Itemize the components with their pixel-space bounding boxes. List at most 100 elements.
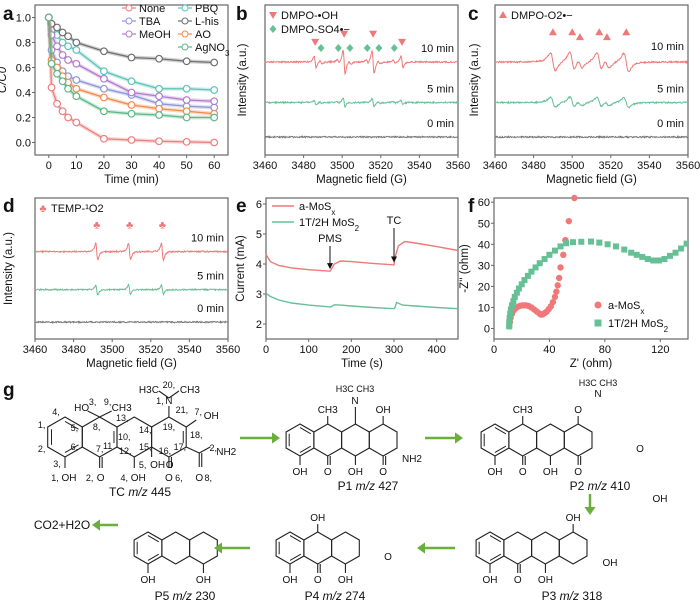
data-point (506, 314, 513, 321)
data-point (506, 319, 513, 326)
panel-letter-f: f (468, 196, 475, 217)
diamond-marker (346, 44, 354, 52)
data-point (596, 239, 603, 246)
x-axis-label: Magnetic field (G) (316, 174, 407, 186)
data-point (604, 241, 611, 248)
data-point (210, 103, 219, 112)
arrowhead (584, 507, 596, 515)
arrowhead (391, 256, 397, 263)
data-point (100, 93, 108, 102)
trace-label: 10 min (651, 41, 684, 53)
tc-atom-number: 18, (190, 430, 203, 440)
data-point (53, 42, 61, 51)
data-point (541, 256, 548, 263)
data-point (53, 99, 61, 108)
data-point (639, 253, 646, 260)
epr-trace-10-min (264, 49, 458, 76)
substituent-label: O (519, 467, 527, 478)
tc-group-label: NH2 (216, 447, 236, 458)
ring (563, 423, 593, 457)
tc-atom-number: 12, (119, 446, 132, 456)
legend-marker (125, 17, 133, 25)
substituent-label: O (574, 405, 582, 416)
ring (558, 531, 588, 565)
data-point (64, 113, 72, 122)
data-point (511, 293, 518, 300)
data-point (64, 32, 72, 41)
y-tick-label: 0.0 (16, 138, 31, 150)
data-point (210, 113, 219, 122)
data-point (210, 86, 219, 94)
y-tick-label: 6 (256, 199, 262, 211)
ring (189, 531, 218, 565)
x-tick-label: 100 (299, 344, 317, 356)
data-point (47, 59, 56, 68)
bond (186, 446, 200, 454)
annotation-PMS: PMS (318, 233, 342, 245)
bond (87, 410, 100, 418)
y-axis-label: Intensity (a.u.) (469, 43, 481, 116)
x-tick-label: 3520 (599, 160, 623, 172)
triangle-marker (595, 28, 604, 36)
ring (480, 423, 510, 457)
substituent-label: OH (293, 467, 308, 478)
bond (99, 410, 112, 418)
diamond-marker (334, 44, 342, 52)
data-point (127, 88, 136, 97)
double-bond (289, 535, 302, 543)
y-tick-label: 0.8 (16, 38, 31, 50)
bond (198, 446, 211, 454)
tc-group-label: CH3 (112, 403, 132, 414)
double-bond (64, 444, 79, 454)
legend-marker (125, 4, 133, 12)
epr-trace-10-min (494, 50, 689, 73)
data-point (555, 274, 563, 282)
data-point (571, 194, 578, 202)
tc-group-label: HO (74, 403, 89, 414)
x-tick-label: 40 (543, 344, 555, 356)
y-axis-label: Current (mA) (235, 235, 247, 302)
panel-a: 0 10 20 30 40 50 60 0.0 0.2 0.4 0.6 0.8 1.0 Time (min… (0, 3, 230, 186)
compound-label-P1: P1 m/z 427 (338, 479, 399, 493)
data-point (72, 92, 81, 101)
data-point (536, 260, 543, 267)
substituent-label: O (514, 575, 522, 586)
atom-label: N (594, 389, 601, 400)
data-point (155, 54, 163, 63)
tc-atom-number: 4, (121, 473, 129, 483)
data-point (100, 134, 108, 143)
legend-label: DMPO-•OH (281, 10, 338, 22)
tc-atom-number: 14, (139, 425, 152, 435)
tc-group-label: O (97, 473, 105, 484)
double-bond (494, 427, 507, 435)
substituent-label: O (379, 467, 387, 478)
x-tick-label: 3540 (637, 160, 661, 172)
legend-label: PBQ (195, 3, 219, 15)
ring (285, 423, 315, 457)
tc-atom-number: 1, (51, 473, 59, 483)
x-axis-label: Time (min) (104, 174, 159, 186)
arrowhead (272, 432, 280, 444)
compound-label-P2: P2 m/z 410 (570, 479, 631, 493)
data-point (182, 84, 191, 93)
y-tick-label: 50 (478, 218, 490, 230)
tc-atom-number: 11 (103, 441, 112, 451)
substituent-label: OH (483, 575, 498, 586)
data-point (100, 107, 108, 116)
tc-atom-number: 17, (174, 442, 187, 452)
data-point (210, 138, 219, 147)
tc-atom-number: 9, (104, 397, 112, 407)
double-bond (489, 535, 502, 543)
inverted-triangle-marker (340, 30, 349, 38)
data-point (628, 249, 635, 256)
legend-label: TEMP-¹O2 (51, 203, 104, 215)
data-point (666, 252, 673, 259)
substituent-label: OH (538, 575, 553, 586)
series-line-a-MoSx (265, 240, 459, 272)
epr-trace-5-min (34, 283, 229, 297)
ring (133, 531, 163, 565)
x-tick-label: 3500 (100, 344, 124, 356)
data-point (650, 257, 657, 264)
